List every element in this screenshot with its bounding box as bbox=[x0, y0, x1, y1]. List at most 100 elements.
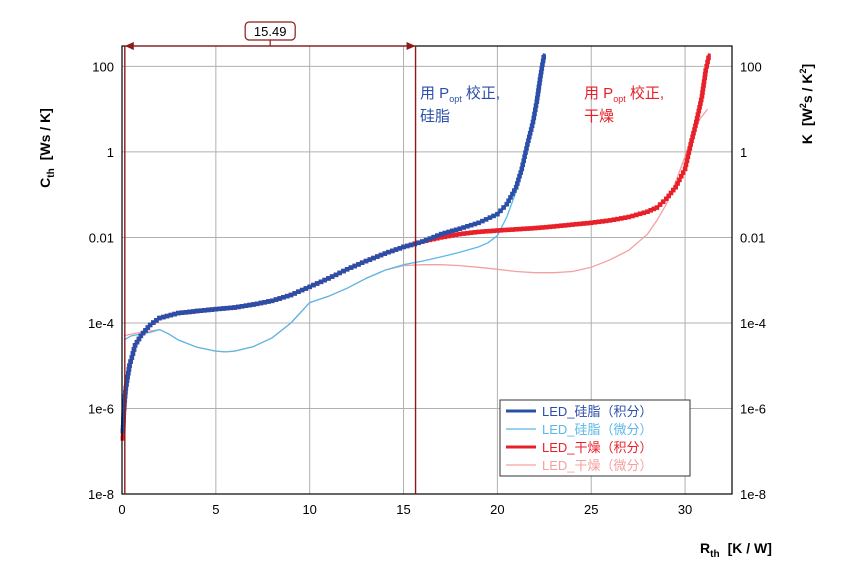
series-marker-2-27-2 bbox=[540, 225, 545, 230]
series-marker-2-37-0 bbox=[682, 166, 688, 172]
series-marker-0-16-2 bbox=[333, 272, 339, 278]
x-axis-title-sub: th bbox=[710, 549, 719, 560]
series-marker-0-17-0 bbox=[344, 267, 350, 272]
series-marker-0-29-0 bbox=[519, 166, 525, 172]
series-marker-0-31-2 bbox=[532, 111, 537, 117]
series-marker-0-18-2 bbox=[371, 255, 376, 261]
x-axis-title: Rth [K / W] bbox=[700, 540, 772, 560]
series-marker-0-23-4 bbox=[453, 227, 459, 233]
series-marker-0-12-1 bbox=[254, 301, 260, 307]
series-marker-2-36-2 bbox=[677, 177, 682, 183]
series-marker-0-32-5 bbox=[537, 80, 542, 86]
series-marker-0-14-0 bbox=[288, 292, 294, 298]
series-marker-0-22-2 bbox=[427, 236, 433, 241]
series-marker-2-22-4 bbox=[453, 232, 459, 237]
series-marker-0-19-1 bbox=[386, 249, 391, 255]
series-marker-0-16-1 bbox=[329, 274, 335, 279]
series-marker-0-28-0 bbox=[513, 184, 519, 190]
series-marker-2-35-3 bbox=[671, 187, 676, 193]
series-marker-0-7-2 bbox=[164, 313, 170, 319]
series-marker-2-39-3 bbox=[696, 108, 702, 114]
series-marker-0-33-4 bbox=[540, 58, 546, 64]
y-axis-title-right-sup1: 2 bbox=[798, 103, 808, 108]
series-marker-0-32-4 bbox=[536, 84, 542, 90]
series-marker-2-33-0 bbox=[645, 209, 650, 214]
series-marker-0-24-3 bbox=[468, 222, 474, 228]
legend-items: LED_硅脂（积分） LED_硅脂（微分） LED_干燥（积分） LED_干燥（微分） bbox=[506, 404, 653, 473]
series-marker-0-8-3 bbox=[187, 309, 192, 315]
series-marker-2-24-0 bbox=[476, 229, 481, 235]
series-marker-0-33-0 bbox=[538, 73, 543, 79]
series-marker-2-31-4 bbox=[622, 215, 628, 220]
series-marker-2-22-3 bbox=[450, 233, 455, 238]
series-marker-0-31-0 bbox=[530, 119, 536, 125]
series-marker-0-32-1 bbox=[535, 95, 540, 101]
series-marker-0-3-0 bbox=[127, 363, 132, 368]
series-marker-2-37-4 bbox=[686, 150, 692, 155]
series-marker-0-28-4 bbox=[518, 170, 523, 175]
series-marker-0-16-3 bbox=[337, 270, 342, 276]
series-marker-2-24-3 bbox=[487, 228, 493, 234]
series-marker-0-33-3 bbox=[540, 62, 545, 67]
series-marker-0-29-3 bbox=[522, 154, 527, 159]
series-marker-0-4-0 bbox=[132, 343, 138, 348]
series-marker-2-35-0 bbox=[664, 196, 669, 202]
series-marker-2-41-0 bbox=[703, 68, 708, 73]
series-marker-0-13-1 bbox=[273, 297, 279, 302]
series-marker-0-15-3 bbox=[318, 279, 324, 285]
series-marker-0-30-4 bbox=[528, 127, 534, 132]
series-marker-0-31-3 bbox=[533, 107, 538, 113]
series-marker-2-29-4 bbox=[585, 220, 590, 226]
series-marker-0-16-0 bbox=[326, 276, 331, 281]
series-marker-0-17-4 bbox=[359, 260, 365, 265]
series-marker-0-13-0 bbox=[269, 298, 275, 304]
series-marker-2-38-1 bbox=[689, 138, 694, 143]
series-marker-0-4-1 bbox=[134, 339, 140, 345]
series-marker-0-6-1 bbox=[151, 320, 156, 325]
series-marker-0-10-0 bbox=[213, 306, 219, 312]
series-marker-2-28-2 bbox=[558, 223, 564, 228]
series-marker-2-40-3 bbox=[701, 83, 706, 88]
series-marker-2-31-1 bbox=[611, 217, 617, 222]
series-marker-0-30-0 bbox=[525, 142, 530, 147]
series-marker-0-32-6 bbox=[537, 77, 543, 82]
series-marker-0-2-2 bbox=[124, 378, 130, 383]
annotation-silicone-grease-line1: 用 Popt 校正, bbox=[420, 85, 500, 104]
series-marker-2-28-0 bbox=[551, 224, 556, 229]
y-axis-title-right-unit: [W bbox=[799, 107, 815, 126]
plot-border bbox=[121, 45, 733, 495]
series-marker-0-23-0 bbox=[438, 231, 444, 237]
series-marker-0-32-2 bbox=[535, 92, 541, 97]
series-marker-2-24-4 bbox=[491, 228, 496, 234]
series-marker-0-13-4 bbox=[284, 293, 290, 299]
series-marker-0-27-3 bbox=[510, 191, 515, 197]
y-tick-label-left-0: 1e-8 bbox=[88, 487, 114, 502]
series-marker-0-32-0 bbox=[534, 99, 540, 104]
series-marker-2-40-5 bbox=[702, 75, 707, 81]
y-tick-label-right-2: 1e-4 bbox=[740, 316, 766, 331]
series-marker-2-27-3 bbox=[543, 224, 549, 230]
x-axis-title-unit: [K / W] bbox=[728, 540, 772, 556]
series-marker-0-8-2 bbox=[183, 310, 189, 315]
series-marker-0-29-1 bbox=[520, 162, 525, 168]
series-marker-2-39-0 bbox=[694, 119, 699, 125]
legend-box bbox=[499, 399, 691, 477]
series-marker-0-0-1 bbox=[120, 424, 126, 430]
series-marker-2-22-2 bbox=[446, 233, 451, 239]
annotation-silicone-grease-line2: 硅脂 bbox=[420, 108, 450, 125]
series-marker-0-20-2 bbox=[408, 242, 414, 248]
annotation-dry-post: 校正, bbox=[626, 85, 664, 102]
series-marker-2-31-2 bbox=[615, 216, 620, 222]
series-marker-2-40-1 bbox=[700, 90, 705, 95]
series-marker-2-41-2 bbox=[705, 59, 710, 65]
x-tick-label-3: 15 bbox=[396, 502, 410, 517]
series-marker-0-18-1 bbox=[367, 257, 373, 262]
series-marker-2-0-1 bbox=[120, 431, 126, 437]
series-marker-0-27-1 bbox=[506, 198, 511, 204]
series-marker-2-34-0 bbox=[654, 205, 660, 210]
series-marker-0-27-4 bbox=[512, 188, 517, 193]
series-marker-0-26-2 bbox=[501, 205, 506, 210]
series-marker-2-24-1 bbox=[480, 229, 485, 234]
series-marker-0-8-0 bbox=[176, 310, 181, 316]
y-axis-title-right-post: ] bbox=[799, 64, 815, 69]
